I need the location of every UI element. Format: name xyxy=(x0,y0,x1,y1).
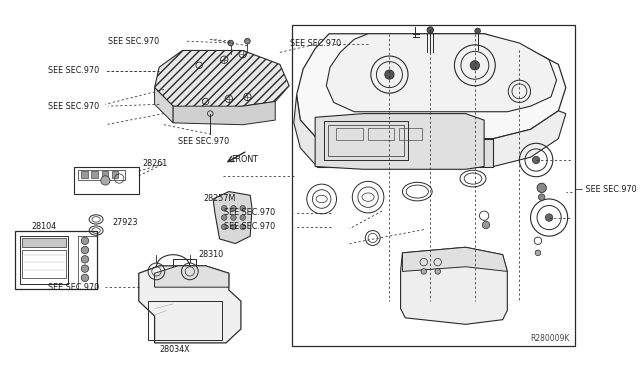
Text: R280009K: R280009K xyxy=(530,334,570,343)
Text: — SEE SEC.970: — SEE SEC.970 xyxy=(575,185,637,194)
Circle shape xyxy=(470,61,479,70)
Text: SEE SEC.970: SEE SEC.970 xyxy=(290,39,341,48)
Bar xyxy=(81,171,88,178)
Circle shape xyxy=(538,194,545,201)
Text: 28261: 28261 xyxy=(143,159,168,168)
Bar xyxy=(20,236,68,285)
Bar xyxy=(148,301,222,340)
Polygon shape xyxy=(294,95,317,167)
Circle shape xyxy=(81,265,89,272)
Bar xyxy=(112,171,118,178)
Text: SEE SEC.970: SEE SEC.970 xyxy=(178,137,229,146)
Polygon shape xyxy=(296,34,566,139)
Circle shape xyxy=(230,205,236,211)
Bar xyxy=(102,171,108,178)
Circle shape xyxy=(427,27,433,33)
Bar xyxy=(335,128,364,140)
Text: SEE SEC.970: SEE SEC.970 xyxy=(224,208,275,217)
Bar xyxy=(399,128,422,140)
Circle shape xyxy=(385,70,394,79)
Polygon shape xyxy=(155,51,289,111)
Text: 28104: 28104 xyxy=(31,222,56,231)
Polygon shape xyxy=(173,102,275,125)
Bar xyxy=(22,238,67,247)
Circle shape xyxy=(244,38,250,44)
Text: SEE SEC.970: SEE SEC.970 xyxy=(48,283,99,292)
Circle shape xyxy=(81,274,89,282)
Circle shape xyxy=(221,205,227,211)
Circle shape xyxy=(221,224,227,230)
Text: 27923: 27923 xyxy=(113,218,138,227)
Polygon shape xyxy=(315,113,484,169)
Circle shape xyxy=(228,40,234,46)
Circle shape xyxy=(240,224,246,230)
Circle shape xyxy=(81,256,89,263)
Circle shape xyxy=(537,183,547,192)
Bar xyxy=(292,25,575,346)
Circle shape xyxy=(435,269,440,274)
Polygon shape xyxy=(493,111,566,167)
Bar xyxy=(15,231,97,289)
Circle shape xyxy=(532,156,540,164)
Polygon shape xyxy=(326,34,557,112)
Circle shape xyxy=(483,221,490,229)
Bar xyxy=(92,171,98,178)
Bar xyxy=(328,125,404,156)
Circle shape xyxy=(421,269,427,274)
Circle shape xyxy=(240,205,246,211)
Polygon shape xyxy=(213,192,252,244)
Text: FRONT: FRONT xyxy=(232,155,259,164)
Text: SEE SEC.970: SEE SEC.970 xyxy=(48,66,99,76)
Circle shape xyxy=(475,28,481,34)
Circle shape xyxy=(81,246,89,254)
Text: 28310: 28310 xyxy=(198,250,223,259)
Circle shape xyxy=(535,250,541,256)
Polygon shape xyxy=(155,266,229,287)
Circle shape xyxy=(240,215,246,220)
Polygon shape xyxy=(317,139,493,167)
Bar xyxy=(22,250,67,278)
Text: SEE SEC.970: SEE SEC.970 xyxy=(48,102,99,110)
Circle shape xyxy=(230,224,236,230)
Polygon shape xyxy=(139,266,241,343)
Circle shape xyxy=(100,176,110,185)
Bar xyxy=(368,128,394,140)
Text: SEE SEC.970: SEE SEC.970 xyxy=(224,222,275,231)
Polygon shape xyxy=(155,87,173,123)
Text: 28034X: 28034X xyxy=(159,345,190,354)
Circle shape xyxy=(545,214,553,221)
Circle shape xyxy=(81,237,89,244)
Circle shape xyxy=(221,215,227,220)
Polygon shape xyxy=(403,247,508,272)
Polygon shape xyxy=(401,247,508,324)
Circle shape xyxy=(230,215,236,220)
Text: 28257M: 28257M xyxy=(204,195,236,203)
Bar xyxy=(79,170,125,180)
Text: SEE SEC.970: SEE SEC.970 xyxy=(108,37,159,46)
Bar xyxy=(74,167,139,194)
Bar xyxy=(324,121,408,160)
